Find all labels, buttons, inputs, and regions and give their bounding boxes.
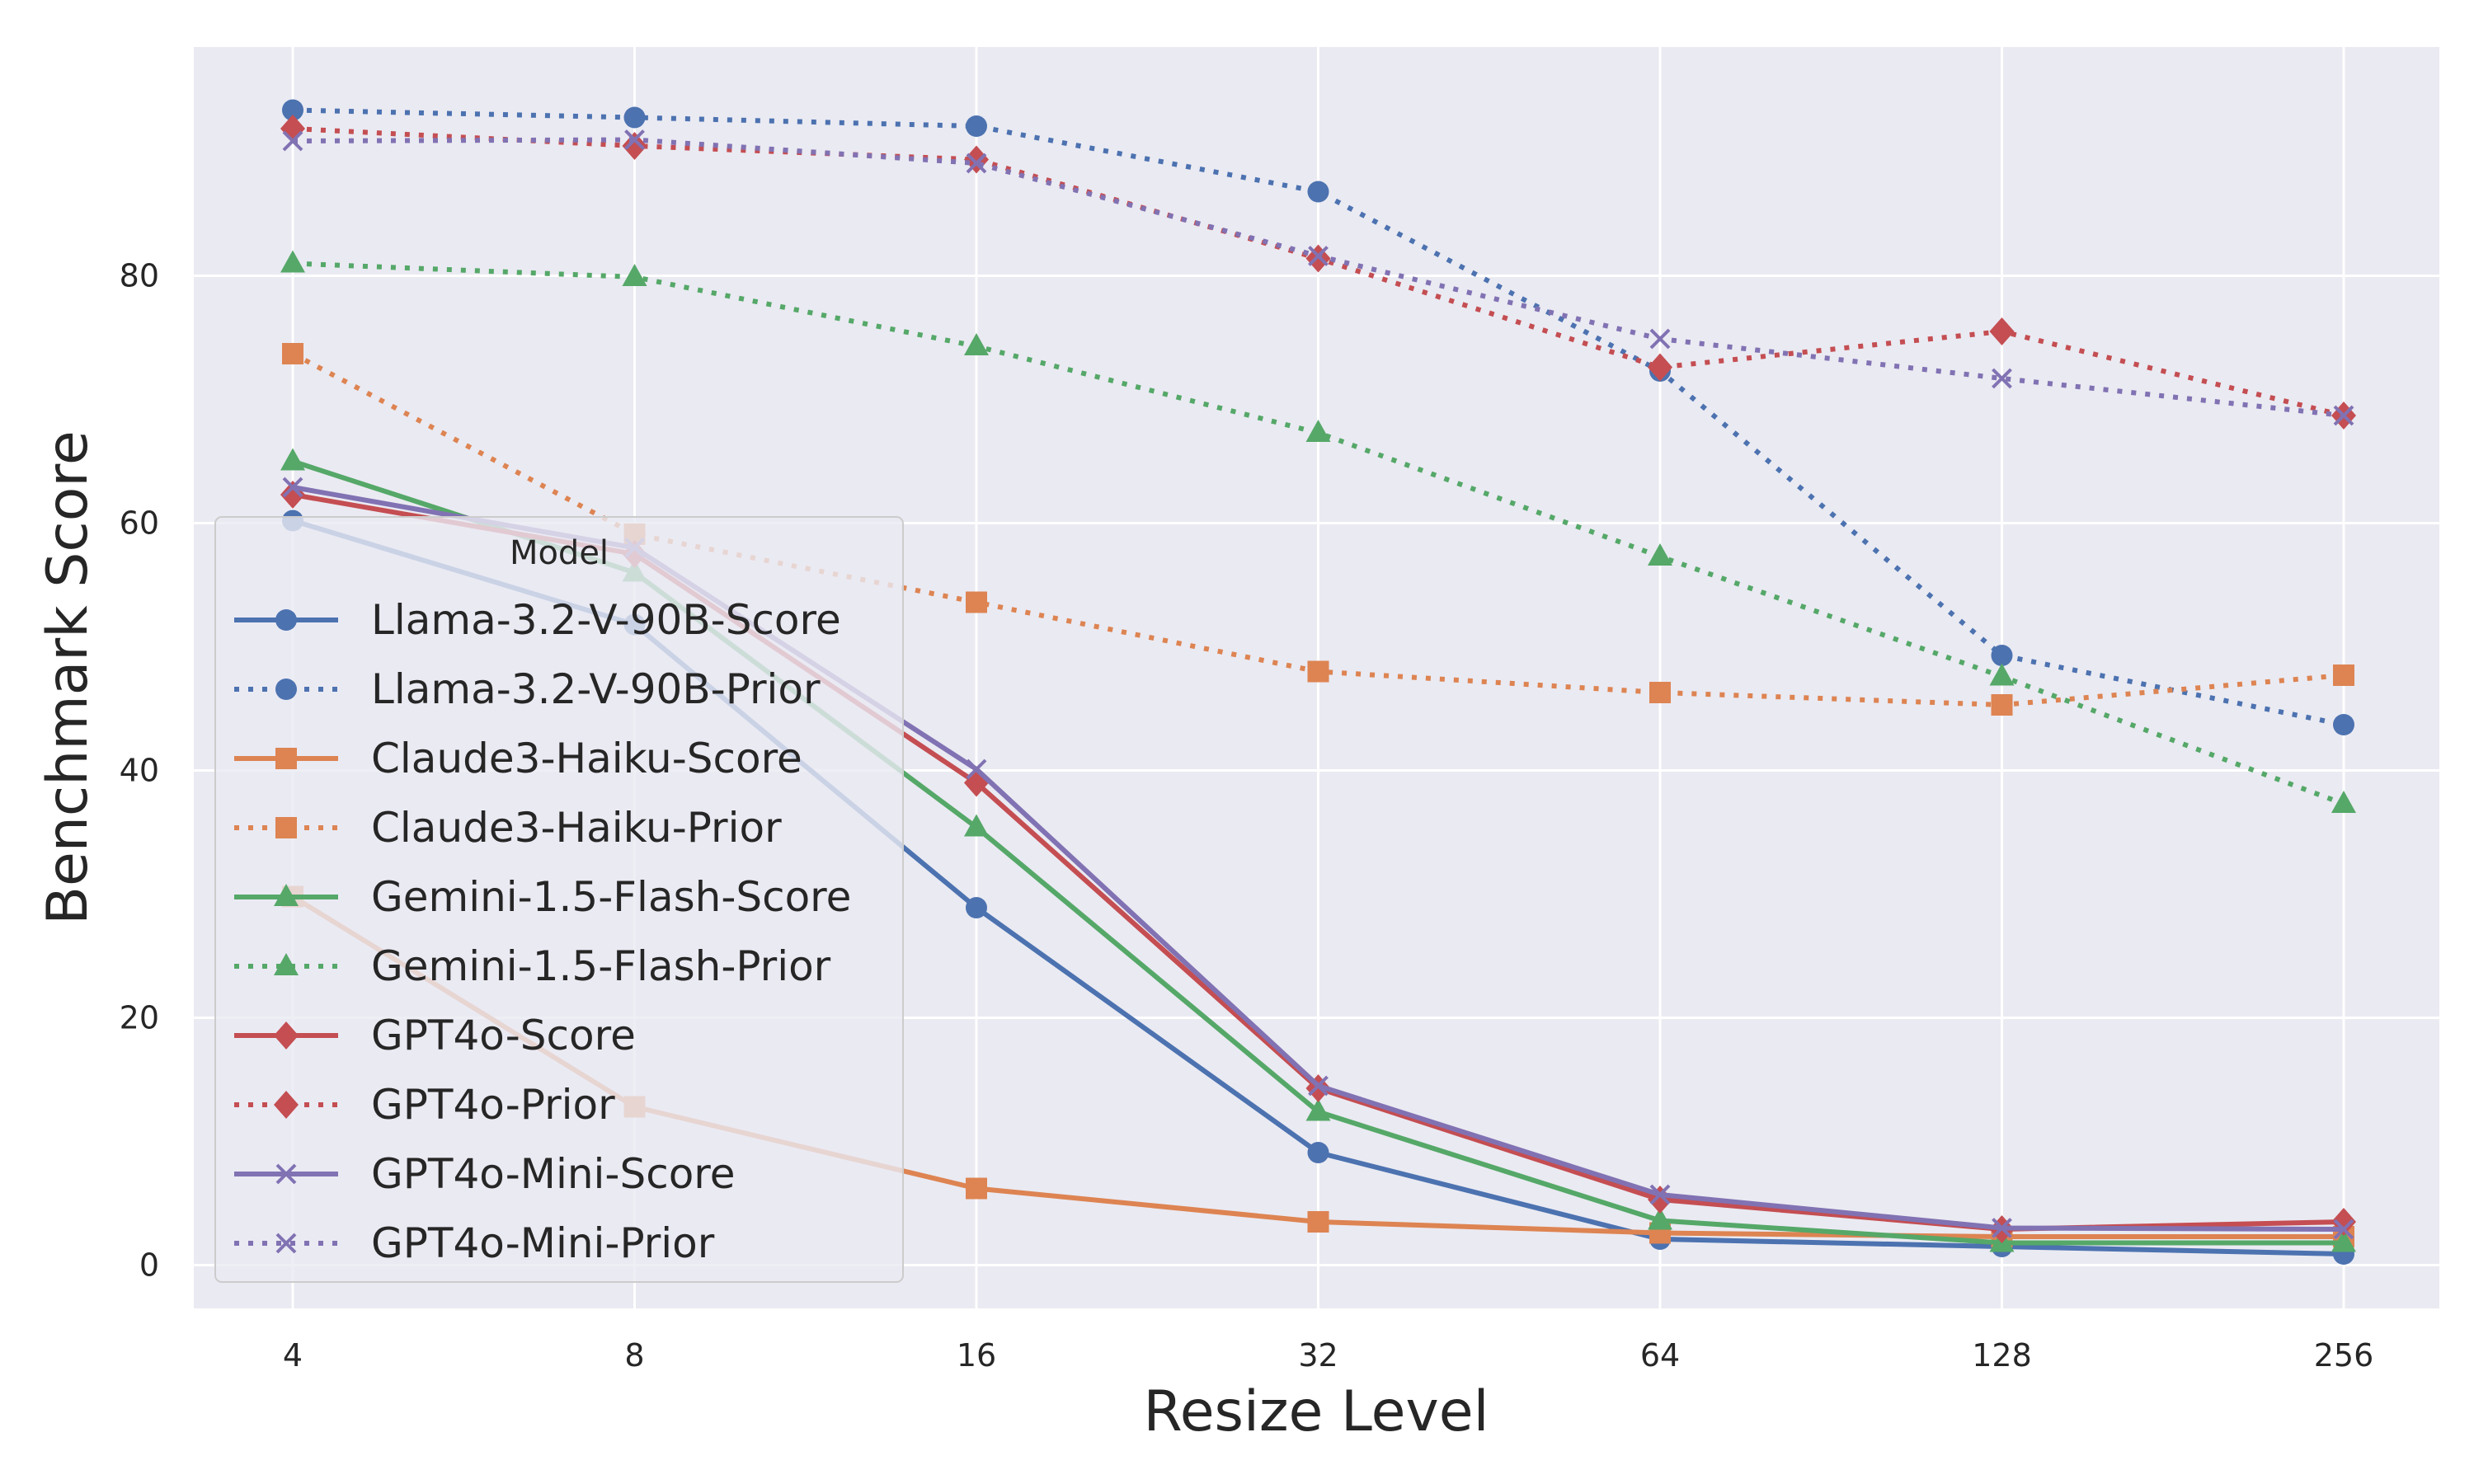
data-point-gpt4o-mini-prior (1992, 368, 2012, 389)
legend-label-gemini-1-5-flash-score: Gemini-1.5-Flash-Score (371, 873, 851, 921)
legend-item-claude3-haiku-score: Claude3-Haiku-Score (234, 735, 802, 782)
legend-entries: Llama-3.2-V-90B-Score Llama-3.2-V-90B-Pri… (234, 596, 851, 1267)
data-point-claude3-haiku-score (1307, 1211, 1329, 1233)
data-point-gemini-1-5-flash-prior (1989, 663, 2015, 686)
legend-label-llama-3-2-v-90b-prior: Llama-3.2-V-90B-Prior (371, 665, 821, 713)
data-point-llama-3-2-v-90b-prior (1307, 181, 1329, 203)
legend-marker-gemini-1-5-flash-prior (274, 953, 299, 975)
data-point-gemini-1-5-flash-prior (964, 333, 989, 355)
data-point-gpt4o-prior (1648, 353, 1672, 382)
legend-item-gpt4o-mini-prior: GPT4o-Mini-Prior (234, 1219, 715, 1267)
legend: Model Llama-3.2-V-90B-ScoreLlama-3.2-V-9… (214, 516, 904, 1283)
x-tick-label: 256 (2314, 1337, 2374, 1374)
series-gpt4o-mini-prior (282, 129, 2354, 426)
data-point-gpt4o-prior (1989, 317, 2015, 345)
data-point-gpt4o-mini-score (966, 758, 987, 780)
data-point-gemini-1-5-flash-score (2331, 1229, 2356, 1252)
legend-label-gpt4o-prior: GPT4o-Prior (371, 1081, 615, 1129)
data-point-gemini-1-5-flash-prior (1305, 420, 1331, 442)
series-gemini-1-5-flash-prior (280, 250, 2356, 813)
data-point-claude3-haiku-prior (2333, 665, 2354, 686)
legend-marker-gpt4o-mini-prior (275, 1233, 297, 1254)
x-axis-label: Resize Level (1144, 1379, 1489, 1444)
data-point-llama-3-2-v-90b-prior (623, 106, 646, 129)
data-point-gemini-1-5-flash-score (964, 814, 989, 837)
data-point-gemini-1-5-flash-prior (622, 264, 647, 286)
legend-label-claude3-haiku-prior: Claude3-Haiku-Prior (371, 804, 782, 852)
data-point-claude3-haiku-prior (1649, 682, 1671, 703)
data-point-gpt4o-mini-prior (624, 129, 645, 150)
data-point-llama-3-2-v-90b-prior (282, 99, 303, 121)
legend-marker-llama-3-2-v-90b-score (275, 609, 297, 631)
data-point-gpt4o-mini-prior (282, 130, 303, 152)
data-point-llama-3-2-v-90b-prior (2333, 714, 2354, 735)
data-point-gemini-1-5-flash-score (1305, 1098, 1331, 1121)
data-point-gemini-1-5-flash-score (1648, 1207, 1672, 1230)
data-point-gpt4o-mini-prior (1649, 328, 1671, 350)
data-point-claude3-haiku-prior (1307, 660, 1329, 683)
data-point-gpt4o-mini-score (282, 477, 303, 498)
y-axis-label: Benchmark Score (35, 430, 101, 924)
data-point-gpt4o-mini-prior (2333, 405, 2354, 426)
x-tick-label: 32 (1298, 1337, 1338, 1374)
legend-item-llama-3-2-v-90b-prior: Llama-3.2-V-90B-Prior (234, 665, 821, 713)
legend-marker-gpt4o-score (274, 1021, 299, 1050)
data-point-gpt4o-mini-score (2333, 1219, 2354, 1240)
data-point-gpt4o-prior (622, 132, 647, 160)
legend-item-claude3-haiku-prior: Claude3-Haiku-Prior (234, 804, 782, 852)
data-point-llama-3-2-v-90b-score (966, 897, 987, 918)
data-point-gpt4o-mini-prior (1308, 246, 1329, 266)
x-tick-label: 16 (957, 1337, 996, 1374)
data-point-llama-3-2-v-90b-prior (966, 115, 987, 137)
data-point-claude3-haiku-prior (282, 343, 303, 364)
data-point-gemini-1-5-flash-prior (1648, 543, 1672, 566)
x-tick-label: 64 (1640, 1337, 1680, 1374)
data-point-llama-3-2-v-90b-score (1307, 1142, 1329, 1163)
legend-label-claude3-haiku-score: Claude3-Haiku-Score (371, 735, 802, 782)
data-point-gpt4o-mini-prior (966, 153, 987, 174)
legend-box (214, 516, 904, 1283)
x-tick-label: 128 (1972, 1337, 2032, 1374)
legend-marker-llama-3-2-v-90b-prior (275, 679, 297, 700)
legend-label-gpt4o-mini-prior: GPT4o-Mini-Prior (371, 1219, 715, 1267)
data-point-llama-3-2-v-90b-prior (1991, 645, 2013, 666)
data-point-claude3-haiku-prior (1991, 694, 2013, 716)
legend-marker-claude3-haiku-score (275, 748, 297, 769)
y-tick-label: 80 (120, 258, 159, 294)
data-point-gemini-1-5-flash-score (280, 448, 305, 471)
legend-marker-gemini-1-5-flash-score (274, 884, 299, 906)
x-tick-label: 8 (624, 1337, 644, 1374)
legend-marker-claude3-haiku-prior (275, 817, 297, 838)
legend-label-gpt4o-score: GPT4o-Score (371, 1012, 636, 1059)
y-tick-label: 40 (120, 753, 159, 789)
legend-title: Model (510, 534, 609, 572)
data-point-gpt4o-mini-score (1992, 1218, 2012, 1238)
data-point-claude3-haiku-prior (966, 591, 987, 613)
legend-item-gpt4o-mini-score: GPT4o-Mini-Score (234, 1150, 736, 1198)
legend-item-llama-3-2-v-90b-score: Llama-3.2-V-90B-Score (234, 596, 841, 644)
legend-marker-gpt4o-prior (274, 1091, 299, 1119)
y-tick-label: 0 (139, 1247, 159, 1284)
y-tick-label: 20 (120, 1000, 159, 1036)
legend-marker-gpt4o-mini-score (275, 1163, 297, 1185)
legend-label-llama-3-2-v-90b-score: Llama-3.2-V-90B-Score (371, 596, 841, 644)
x-tick-label: 4 (283, 1337, 303, 1374)
legend-item-gpt4o-prior: GPT4o-Prior (234, 1081, 615, 1129)
y-tick-label: 60 (120, 505, 159, 542)
legend-item-gemini-1-5-flash-score: Gemini-1.5-Flash-Score (234, 873, 851, 921)
legend-item-gemini-1-5-flash-prior: Gemini-1.5-Flash-Prior (234, 942, 831, 990)
legend-item-gpt4o-score: GPT4o-Score (234, 1012, 636, 1059)
legend-label-gemini-1-5-flash-prior: Gemini-1.5-Flash-Prior (371, 942, 831, 990)
legend-label-gpt4o-mini-score: GPT4o-Mini-Score (371, 1150, 736, 1198)
data-point-gemini-1-5-flash-prior (2331, 791, 2356, 813)
data-point-gpt4o-mini-score (1308, 1075, 1329, 1097)
data-point-gemini-1-5-flash-prior (280, 250, 305, 273)
data-point-claude3-haiku-score (966, 1177, 987, 1200)
data-point-gpt4o-mini-score (1649, 1184, 1671, 1205)
